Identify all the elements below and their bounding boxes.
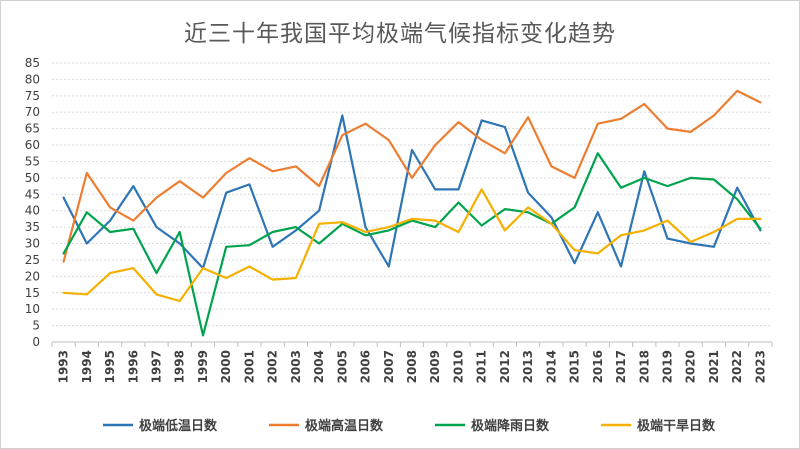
x-tick-label: 2015 bbox=[568, 350, 582, 383]
y-tick-label: 20 bbox=[25, 269, 40, 283]
series-line-1 bbox=[62, 114, 762, 270]
x-tick-label: 2014 bbox=[544, 350, 558, 383]
x-tick-label: 2003 bbox=[289, 350, 303, 383]
x-tick-label: 2007 bbox=[382, 350, 396, 383]
y-tick-label: 75 bbox=[25, 89, 40, 103]
x-tick-label: 2010 bbox=[451, 350, 465, 383]
series-layer bbox=[62, 89, 762, 337]
x-tick-label: 2002 bbox=[266, 350, 280, 383]
y-tick-label: 55 bbox=[25, 154, 40, 168]
y-tick-label: 60 bbox=[25, 138, 40, 152]
x-tick-label: 2020 bbox=[684, 350, 698, 383]
x-tick-label: 1999 bbox=[196, 350, 210, 383]
y-tick-label: 25 bbox=[25, 253, 40, 267]
x-tick-label: 2022 bbox=[730, 350, 744, 383]
legend-label: 极端干旱日数 bbox=[637, 418, 716, 434]
x-tick-label: 2005 bbox=[335, 350, 349, 383]
grid-layer bbox=[52, 62, 772, 343]
axis-layer: 0 5 10 15 20 25 30 35 40 45 50 55 60 65 70 75 80 85 1993 19… bbox=[25, 56, 773, 383]
x-tick-label: 2004 bbox=[312, 350, 326, 383]
x-tick-label: 2000 bbox=[219, 350, 233, 383]
x-tick-label: 2018 bbox=[637, 350, 651, 383]
x-tick-label: 2006 bbox=[359, 350, 373, 383]
series-line-3 bbox=[62, 152, 762, 337]
y-tick-label: 15 bbox=[25, 286, 40, 300]
x-tick-label: 1994 bbox=[80, 350, 94, 383]
x-tick-label: 1998 bbox=[173, 350, 187, 383]
legend-label: 极端高温日数 bbox=[305, 418, 384, 434]
y-tick-label: 5 bbox=[32, 319, 40, 333]
x-tick-label: 2012 bbox=[498, 350, 512, 383]
x-tick-label: 1995 bbox=[103, 350, 117, 383]
x-tick-label: 2008 bbox=[405, 350, 419, 383]
y-tick-label: 45 bbox=[25, 187, 40, 201]
y-tick-label: 35 bbox=[25, 220, 40, 234]
x-tick-label: 2001 bbox=[242, 350, 256, 383]
x-tick-label: 2013 bbox=[521, 350, 535, 383]
x-tick-label: 2016 bbox=[591, 350, 605, 383]
x-tick-label: 2009 bbox=[428, 350, 442, 383]
y-tick-label: 65 bbox=[25, 122, 40, 136]
y-tick-label: 10 bbox=[25, 302, 40, 316]
y-tick-label: 40 bbox=[25, 204, 40, 218]
series-line-2 bbox=[62, 89, 762, 263]
x-tick-label: 2023 bbox=[753, 350, 767, 383]
legend-label: 极端低温日数 bbox=[139, 418, 218, 434]
y-tick-label: 50 bbox=[25, 171, 40, 185]
x-tick-label: 1997 bbox=[150, 350, 164, 383]
x-tick-label: 2021 bbox=[707, 350, 721, 383]
legend-label: 极端降雨日数 bbox=[471, 418, 550, 434]
x-tick-label: 1996 bbox=[126, 350, 140, 383]
x-tick-label: 2019 bbox=[660, 350, 674, 383]
y-tick-label: 0 bbox=[32, 335, 40, 349]
legend-item: 极端高温日数 bbox=[269, 418, 384, 434]
chart-title: 近三十年我国平均极端气候指标变化趋势 bbox=[184, 21, 616, 47]
y-tick-label: 70 bbox=[25, 105, 40, 119]
x-tick-label: 2017 bbox=[614, 350, 628, 383]
legend-item: 极端干旱日数 bbox=[601, 418, 716, 434]
x-tick-label: 2011 bbox=[475, 350, 489, 383]
legend: 极端低温日数 极端高温日数 极端降雨日数 极端干旱日数 bbox=[103, 418, 716, 434]
y-tick-label: 30 bbox=[25, 237, 40, 251]
x-tick-label: 1993 bbox=[57, 350, 71, 383]
y-tick-label: 85 bbox=[25, 56, 40, 70]
y-tick-label: 80 bbox=[25, 72, 40, 86]
legend-item: 极端低温日数 bbox=[103, 418, 218, 434]
legend-item: 极端降雨日数 bbox=[435, 418, 550, 434]
series-line-4 bbox=[62, 188, 762, 303]
